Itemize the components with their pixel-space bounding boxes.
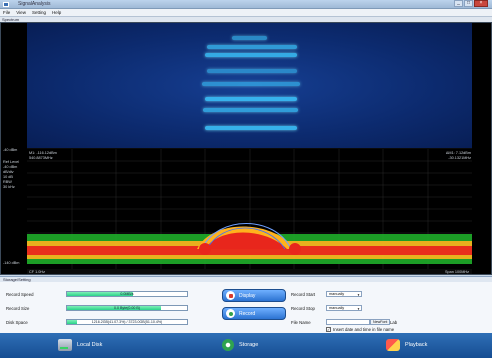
record-size-label: Record Size — [6, 306, 30, 311]
record-button-label: Record — [239, 310, 256, 317]
bottom-level-label: -140 dBm — [3, 261, 20, 265]
storage-tab[interactable]: Storage — [222, 339, 258, 351]
window-title: SignalAnalysis — [18, 1, 51, 7]
record-button[interactable]: Record — [222, 307, 286, 320]
title-bar: SignalAnalysis _ □ × — [0, 0, 492, 9]
menu-view[interactable]: View — [16, 10, 26, 15]
file-name-input[interactable] — [326, 319, 370, 325]
waterfall-band — [207, 45, 297, 49]
storage-icon — [222, 339, 234, 351]
record-size-value: 0.0 Byte(0.00 B) — [114, 306, 140, 310]
menu-bar: File View Setting Help — [0, 9, 492, 17]
chevron-down-icon: ▼ — [357, 307, 360, 311]
record-size-bar: 0.0 Byte(0.00 B) — [66, 305, 188, 311]
div-value: 10 dB — [3, 175, 13, 179]
menu-setting[interactable]: Setting — [31, 10, 46, 15]
file-suffix-label: Lab — [390, 320, 398, 325]
menu-file[interactable]: File — [3, 10, 11, 15]
hard-disk-icon — [58, 339, 72, 351]
storage-label: Storage — [239, 342, 259, 348]
spectrum-panel[interactable]: -40 dBm Ref Level -40 dBm dB/div 10 dB R… — [0, 22, 492, 275]
rbw-label: RBW — [3, 180, 12, 184]
playback-icon — [386, 339, 400, 351]
disk-space-label: Disk Space — [6, 320, 28, 325]
new-font-button[interactable]: NewFont — [370, 319, 391, 325]
record-speed-label: Record Speed — [6, 292, 34, 297]
record-speed-fill — [67, 292, 133, 296]
record-stop-select[interactable]: manually ▼ — [326, 305, 362, 311]
playback-tab[interactable]: Playback — [386, 339, 427, 351]
menu-help[interactable]: Help — [51, 10, 62, 15]
storage-title: Storage/Setting — [3, 277, 31, 282]
marker-left-level: M1: -116.12dBm — [29, 151, 57, 155]
record-stop-value: manually — [329, 306, 345, 310]
record-stop-label: Record Stop — [291, 306, 315, 311]
record-icon — [226, 309, 235, 318]
display-icon — [226, 291, 235, 300]
display-button[interactable]: Display — [222, 289, 286, 302]
left-scale: -40 dBm Ref Level -40 dBm dB/div 10 dB R… — [1, 23, 27, 274]
disk-space-bar: 1216.2GB(41.07.3%) / 3723.0GB(51.10.4%) — [66, 319, 188, 325]
disk-space-value: 1216.2GB(41.07.3%) / 3723.0GB(51.10.4%) — [91, 320, 163, 324]
div-label: dB/div — [3, 170, 14, 174]
spectrum-graph[interactable]: M1: -116.12dBm 540.8873MHz ΔM1: 7.12dBm … — [27, 149, 473, 269]
bottom-taskbar: Local Disk Storage Playback — [0, 333, 492, 358]
spectrum-trace — [27, 149, 473, 269]
right-scale — [472, 23, 491, 274]
waterfall-band — [202, 82, 300, 86]
rbw-value: 30 kHz — [3, 185, 15, 189]
display-button-label: Display — [239, 292, 256, 299]
center-frequency: CF 1.0Hz — [29, 270, 46, 274]
span-label: Span 100MHz — [444, 270, 469, 274]
storage-panel: Record Speed 0.0MB/s Record Size 0.0 Byt… — [0, 282, 492, 333]
marker-right-freq: -30.1321MHz — [448, 156, 471, 160]
top-level-label: -40 dBm — [3, 148, 18, 152]
waterfall-band — [232, 36, 267, 40]
waterfall-band — [207, 69, 297, 73]
record-start-value: manually — [329, 292, 345, 296]
local-disk-label: Local Disk — [77, 342, 103, 348]
storage-header: Storage/Setting — [0, 276, 492, 282]
spectrum-title: Spectrum — [2, 17, 20, 22]
chevron-down-icon: ▼ — [357, 293, 360, 297]
ref-level-value: -40 dBm — [3, 165, 18, 169]
waterfall-display[interactable] — [27, 23, 473, 148]
close-icon[interactable]: × — [474, 0, 488, 7]
spectrum-header: Spectrum — [0, 17, 492, 22]
insert-date-checkbox[interactable]: ✓ — [326, 327, 331, 332]
waterfall-band — [205, 126, 297, 130]
maximize-icon[interactable]: □ — [464, 0, 473, 7]
waterfall-band — [205, 53, 297, 57]
waterfall-band — [205, 97, 297, 101]
record-size-fill — [67, 306, 161, 310]
app-icon — [3, 2, 9, 7]
playback-label: Playback — [405, 342, 428, 348]
record-speed-bar: 0.0MB/s — [66, 291, 188, 297]
ref-level-label: Ref Level — [3, 160, 20, 164]
minimize-icon[interactable]: _ — [454, 0, 463, 7]
record-start-select[interactable]: manually ▼ — [326, 291, 362, 297]
waterfall-band — [203, 108, 298, 112]
record-speed-value: 0.0MB/s — [120, 292, 134, 296]
record-start-label: Record Start — [291, 292, 316, 297]
file-name-label: File Name — [291, 320, 311, 325]
local-disk-tab[interactable]: Local Disk — [58, 339, 102, 351]
insert-date-label: Insert date and time in file name — [333, 327, 395, 332]
window-controls: _ □ × — [454, 0, 488, 8]
marker-right-level: ΔM1: 7.12dBm — [445, 151, 471, 155]
disk-space-fill — [67, 320, 77, 324]
marker-left-freq: 540.8873MHz — [29, 156, 53, 160]
